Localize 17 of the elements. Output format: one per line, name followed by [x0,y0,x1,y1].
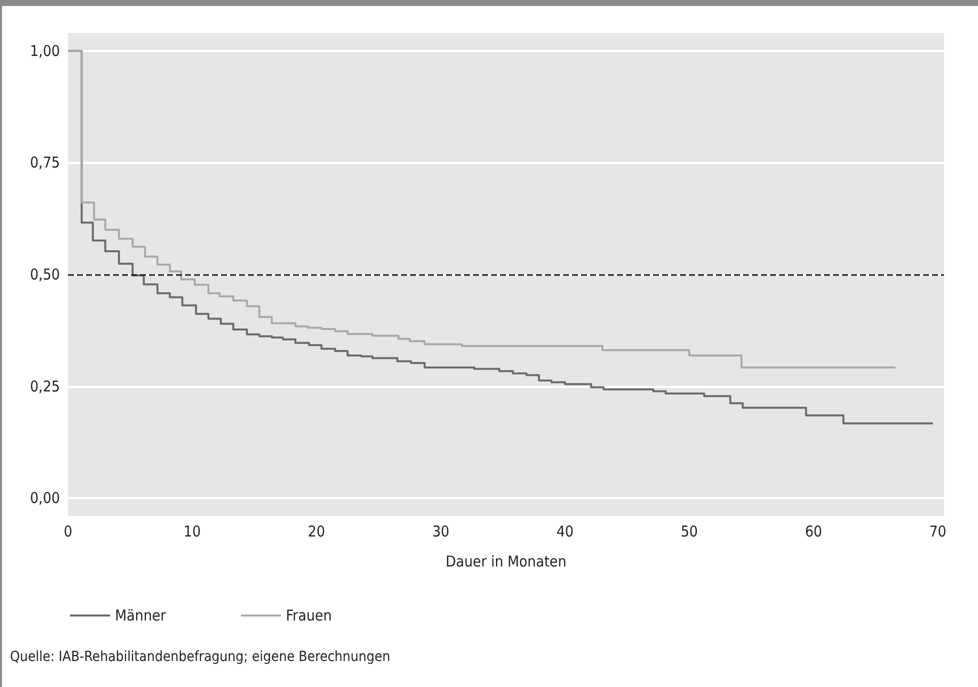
x-tick-label: 10 [184,522,201,540]
x-tick-label: 0 [64,522,72,540]
y-tick-label: 0,00 [30,489,60,508]
x-tick-label: 30 [432,522,450,540]
x-axis-title: Dauer in Monaten [446,552,566,570]
y-tick-label: 0,50 [30,266,60,284]
x-tick-label: 20 [308,522,326,540]
x-tick-label: 60 [804,522,822,540]
legend-label: Frauen [286,606,332,624]
y-tick-label: 0,25 [30,377,60,396]
x-tick-label: 50 [680,522,698,540]
legend-label: Männer [115,606,166,624]
source-note: Quelle: IAB-Rehabilitandenbefragung; eigene Berechnungen [10,649,390,665]
x-tick-label: 40 [556,522,574,540]
y-tick-label: 0,75 [30,154,60,172]
x-tick-label: 70 [929,522,946,540]
y-tick-label: 1,00 [30,42,60,60]
